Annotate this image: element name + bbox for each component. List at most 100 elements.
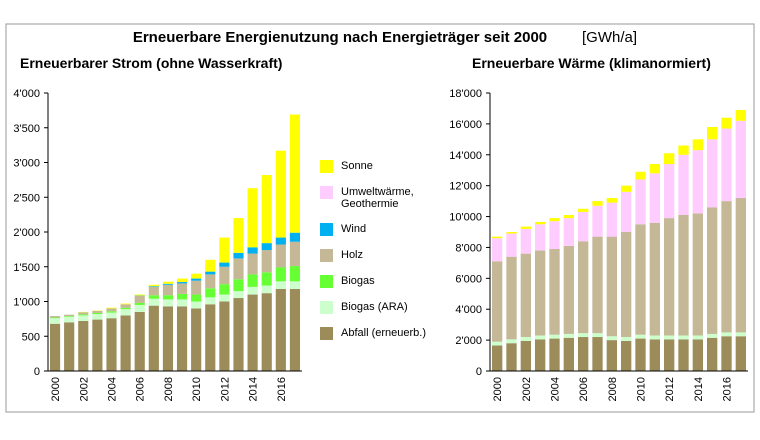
bar-segment — [205, 288, 216, 298]
bar-segment — [162, 284, 174, 296]
bar-segment — [592, 201, 603, 206]
bar-segment — [176, 283, 188, 294]
bar-segment — [707, 126, 718, 140]
bar-segment — [606, 202, 617, 237]
bar-segment — [233, 298, 244, 371]
bar-segment — [520, 337, 531, 341]
bar-segment — [205, 271, 216, 275]
bar-segment — [247, 253, 258, 275]
bar-segment — [176, 306, 188, 371]
y-tick-label: 500 — [22, 331, 40, 343]
legend-item: Biogas — [320, 275, 450, 288]
bar-segment — [506, 232, 517, 234]
bar-segment — [563, 215, 574, 219]
bar-segment — [205, 297, 216, 305]
bar-segment — [707, 337, 718, 371]
bar-segment — [592, 205, 603, 237]
bar-segment — [162, 306, 174, 371]
x-tick-label: 2000 — [50, 377, 62, 401]
bar-segment — [549, 248, 560, 335]
bar-segment — [233, 258, 244, 280]
bar-segment — [735, 332, 746, 337]
x-tick-label: 2010 — [636, 377, 648, 401]
bar-segment — [247, 247, 258, 254]
bar-segment — [678, 335, 689, 340]
bar-segment — [520, 253, 531, 338]
x-tick-label: 2014 — [248, 377, 260, 401]
bar-segment — [289, 288, 301, 371]
bar-segment — [621, 185, 632, 192]
bar-segment — [649, 173, 660, 223]
bar-segment — [261, 272, 272, 286]
bar-segment — [134, 311, 145, 371]
bar-segment — [289, 266, 301, 282]
bar-segment — [692, 213, 703, 336]
bar-segment — [664, 339, 675, 371]
series: Wind — [134, 232, 301, 296]
bar-segment — [148, 284, 159, 287]
bar-segment — [120, 304, 131, 308]
bar-segment — [621, 191, 632, 232]
bar-segment — [162, 295, 174, 300]
bar-segment — [191, 308, 202, 371]
bar-segment — [289, 114, 301, 233]
bar-segment — [247, 188, 258, 248]
legend-swatch — [320, 327, 333, 340]
bar-segment — [492, 238, 503, 262]
y-tick-label: 3'000 — [13, 158, 40, 170]
y-tick-label: 10'000 — [449, 212, 482, 224]
x-tick-label: 2008 — [163, 377, 175, 401]
bar-segment — [78, 315, 89, 321]
x-tick-label: 2004 — [107, 377, 119, 401]
bar-segment — [148, 298, 159, 306]
bar-segment — [506, 343, 517, 371]
y-tick-label: 18'000 — [449, 88, 482, 100]
legend-item: Biogas (ARA) — [320, 301, 450, 314]
bar-segment — [120, 315, 131, 371]
bar-segment — [78, 312, 89, 315]
bar-segment — [205, 274, 216, 289]
bar-segment — [649, 335, 660, 340]
legend-label: Umweltwärme, Geothermie — [341, 186, 414, 210]
bar-segment — [664, 164, 675, 219]
bar-segment — [92, 310, 103, 313]
x-tick-label: 2006 — [135, 377, 147, 401]
series: Sonne — [492, 109, 746, 239]
bar-segment — [735, 120, 746, 199]
bar-segment — [106, 318, 117, 371]
bar-segment — [535, 250, 546, 336]
bar-segment — [692, 150, 703, 214]
series: Sonne — [78, 114, 301, 313]
bar-segment — [635, 179, 646, 225]
page-title: Erneuerbare Energienutzung nach Energiet… — [133, 29, 547, 46]
bar-segment — [649, 164, 660, 174]
y-tick-label: 2'000 — [13, 227, 40, 239]
bar-segment — [549, 334, 560, 339]
series: Holz — [492, 198, 746, 342]
bar-segment — [49, 318, 61, 324]
bar-segment — [148, 286, 159, 287]
bar-segment — [578, 211, 589, 242]
bar-segment — [535, 221, 546, 225]
bar-segment — [191, 280, 202, 295]
bar-segment — [520, 228, 531, 254]
bar-segment — [49, 317, 61, 319]
bar-segment — [275, 150, 286, 238]
bar-segment — [64, 316, 75, 323]
bar-segment — [219, 294, 230, 302]
bar-segment — [520, 226, 531, 229]
bar-segment — [621, 232, 632, 338]
frame — [5, 23, 755, 413]
bar-segment — [275, 237, 286, 245]
bar-segment — [692, 339, 703, 371]
bar-segment — [735, 336, 746, 371]
bar-segment — [289, 241, 301, 267]
bar-segment — [261, 285, 272, 294]
x-tick-label: 2002 — [78, 377, 90, 401]
y-tick-label: 1'500 — [13, 262, 40, 274]
bar-segment — [506, 256, 517, 340]
y-tick-label: 12'000 — [449, 181, 482, 193]
bar-segment — [233, 279, 244, 292]
bar-segment — [106, 311, 117, 313]
legend-item: Umweltwärme, Geothermie — [320, 186, 450, 210]
